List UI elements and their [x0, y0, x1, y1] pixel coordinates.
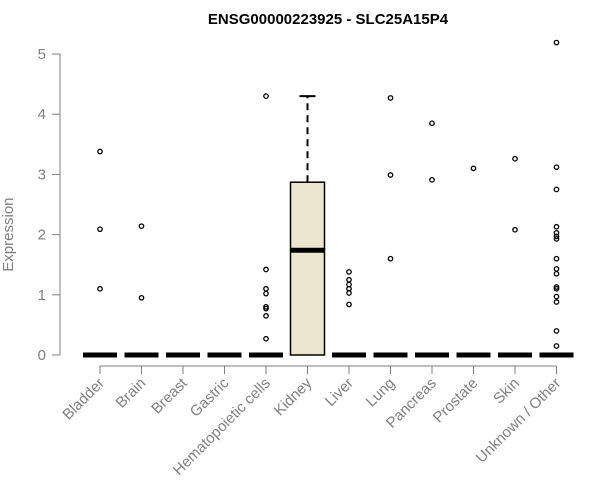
box-group [249, 93, 283, 358]
outlier-point [97, 226, 103, 233]
box-group [83, 148, 117, 358]
y-tick-label: 0 [38, 347, 46, 364]
outlier-point [553, 39, 560, 46]
box-group [289, 95, 326, 356]
box-group [456, 165, 491, 358]
outlier-point [512, 155, 518, 162]
outlier-point [553, 223, 560, 230]
outlier-point [429, 176, 435, 183]
box-group [373, 95, 408, 358]
x-tick-label: Brain [113, 375, 150, 412]
x-tick-label: Kidney [271, 374, 316, 419]
x-tick-label: Skin [490, 375, 523, 408]
outlier-point [387, 172, 394, 178]
x-tick-label: Liver [322, 375, 357, 410]
box-group [124, 223, 159, 358]
outlier-point [97, 148, 103, 155]
outlier-point [470, 165, 477, 172]
outlier-point [553, 270, 560, 277]
y-tick-label: 4 [38, 106, 46, 123]
box [289, 181, 326, 356]
outlier-point [553, 233, 560, 240]
outlier-point [97, 285, 103, 292]
outlier-point [263, 303, 269, 310]
outlier-point [138, 223, 145, 230]
y-tick-label: 3 [38, 166, 46, 183]
outlier-point [263, 93, 269, 99]
outlier-point [263, 266, 269, 273]
outlier-point [553, 235, 560, 242]
box-group [332, 269, 366, 358]
outlier-point [387, 255, 394, 262]
outlier-point [553, 186, 560, 193]
outlier-point [138, 294, 145, 301]
outlier-point [346, 301, 352, 308]
x-tick-label: Lung [363, 375, 399, 411]
outlier-point [553, 255, 560, 262]
box-group [498, 155, 532, 358]
plot-area [83, 39, 574, 358]
outlier-point [263, 285, 269, 292]
x-tick-label: Breast [148, 374, 191, 417]
outlier-point [553, 328, 560, 334]
y-axis: 0 1 2 3 4 5 [38, 46, 61, 364]
chart-title: ENSG00000223925 - SLC25A15P4 [208, 11, 449, 28]
outlier-point [429, 120, 435, 127]
outlier-point [346, 276, 352, 283]
outlier-point [263, 290, 269, 297]
outlier-point [553, 229, 560, 236]
outlier-point [512, 226, 518, 233]
box-group [415, 120, 449, 358]
outlier-point [387, 95, 394, 101]
box-group [539, 39, 574, 358]
outlier-point [553, 284, 560, 290]
outlier-point [553, 299, 560, 305]
x-tick-label: Prostate [430, 375, 482, 427]
y-tick-label: 2 [38, 227, 46, 244]
outlier-point [263, 335, 269, 342]
outlier-point [553, 293, 560, 300]
outlier-point [553, 343, 560, 349]
outlier-point [553, 164, 560, 171]
x-tick-label: Bladder [59, 375, 108, 424]
y-tick-label: 5 [38, 46, 46, 63]
outlier-point [553, 266, 560, 272]
outlier-point [263, 313, 269, 319]
y-tick-label: 1 [38, 287, 46, 304]
y-axis-title: Expression [0, 197, 17, 271]
outlier-point [346, 269, 352, 275]
